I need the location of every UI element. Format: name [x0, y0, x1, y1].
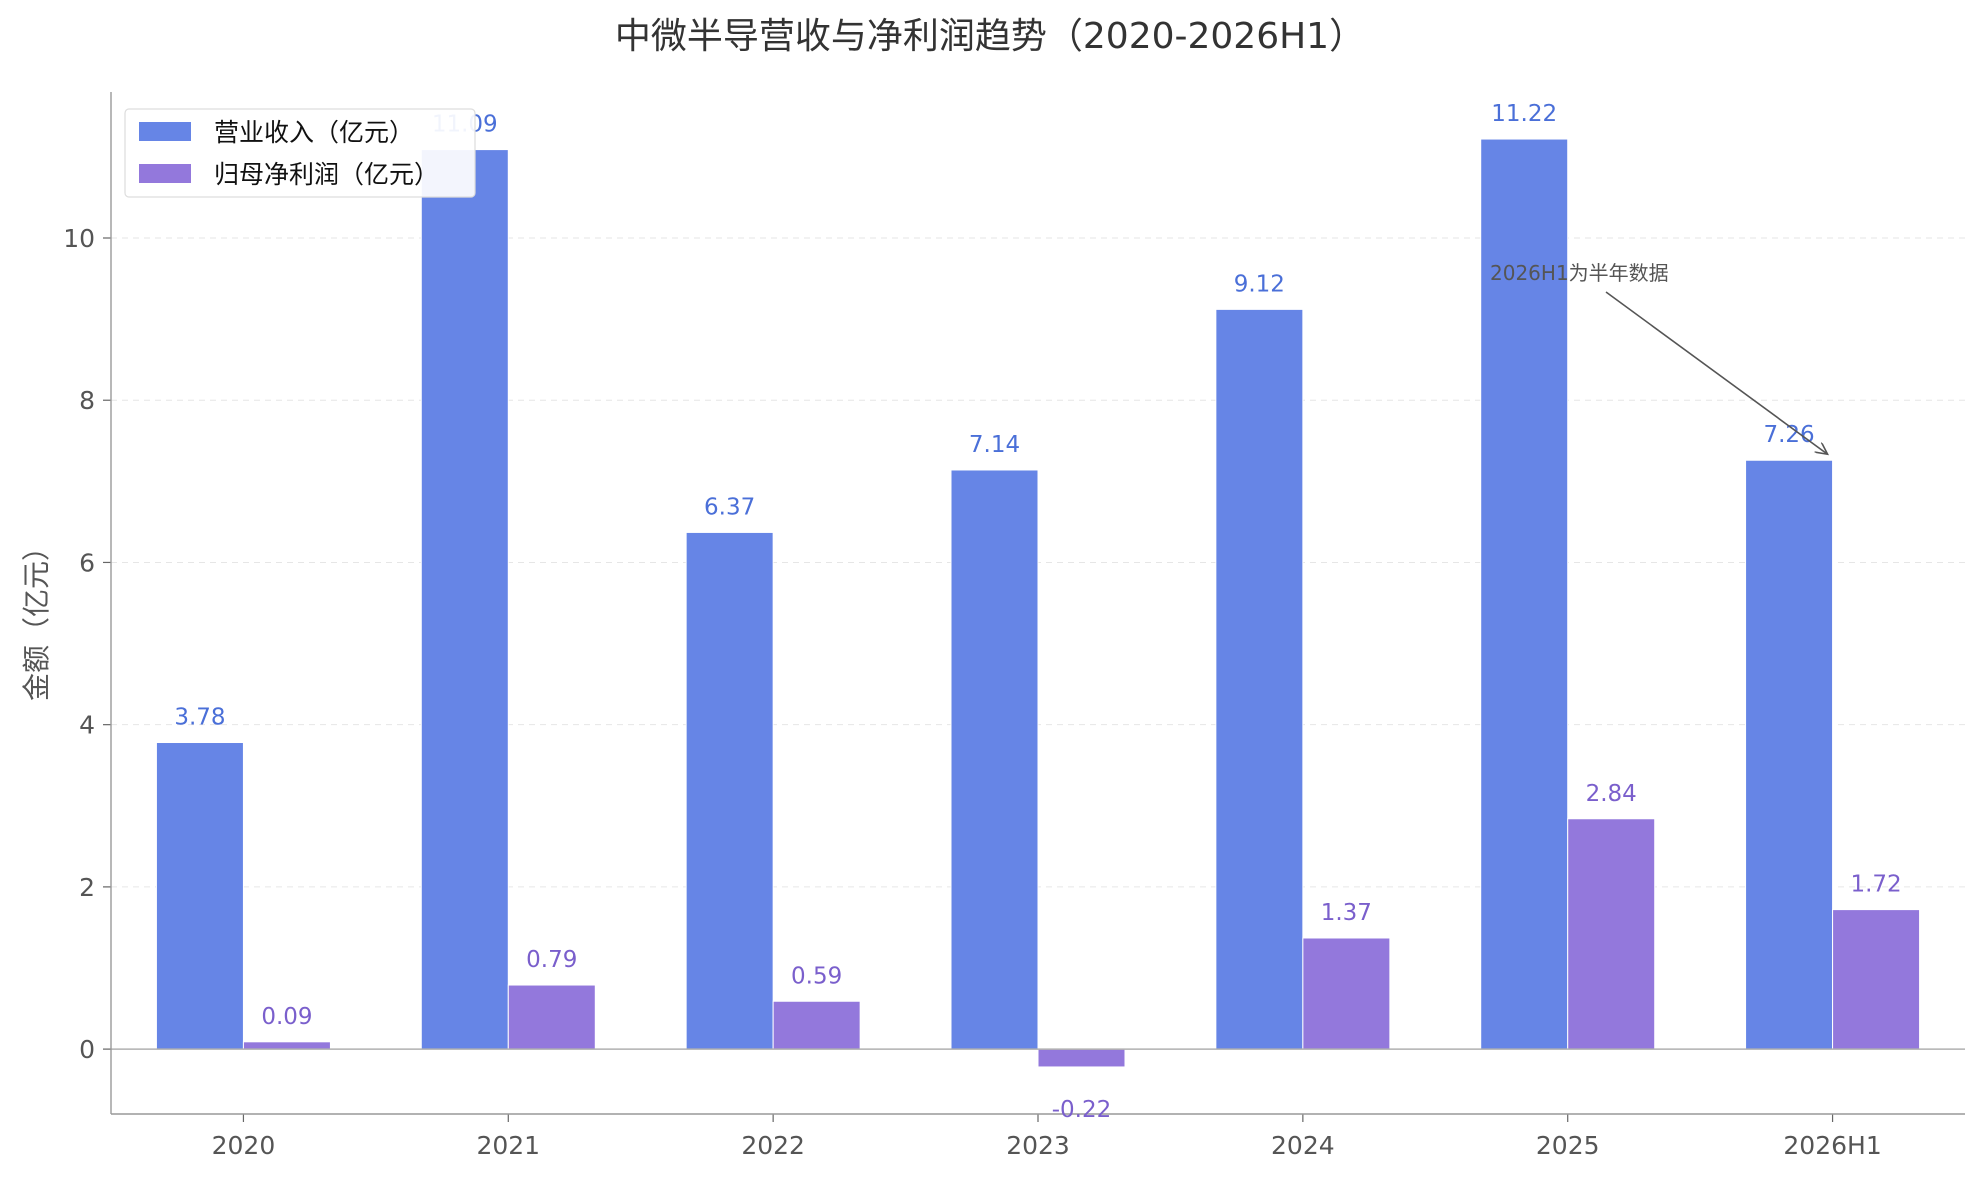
legend-label-net-profit: 归母净利润（亿元） [214, 160, 439, 189]
y-tick-label: 0 [79, 1035, 95, 1064]
value-labels: 3.780.0911.090.796.370.597.14-0.229.121.… [174, 101, 1901, 1123]
x-tick-label: 2022 [741, 1131, 805, 1160]
revenue-bar [1480, 138, 1569, 1050]
net-profit-bar [242, 1041, 331, 1050]
revenue-bar [155, 742, 244, 1050]
revenue-value-label: 7.14 [969, 432, 1020, 458]
legend-swatch-revenue [139, 122, 191, 141]
net-profit-value-label: 0.59 [791, 963, 842, 989]
revenue-value-label: 9.12 [1234, 271, 1285, 297]
y-tick-label: 2 [79, 873, 95, 902]
net-profit-value-label: 2.84 [1586, 781, 1637, 807]
revenue-bar [420, 149, 509, 1050]
net-profit-value-label: 1.37 [1321, 900, 1372, 926]
annotation: 2026H1为半年数据 [1490, 261, 1828, 454]
x-tick-label: 2021 [476, 1131, 540, 1160]
revenue-bar [1215, 308, 1304, 1050]
x-tick-label: 2020 [212, 1131, 276, 1160]
x-tick-label: 2023 [1006, 1131, 1070, 1160]
x-tick-label: 2024 [1271, 1131, 1335, 1160]
chart-title: 中微半导营收与净利润趋势（2020-2026H1） [615, 16, 1365, 57]
y-tick-label: 6 [79, 548, 95, 577]
y-tick-label: 4 [79, 711, 95, 740]
y-axis-label: 金额（亿元） [20, 533, 53, 701]
revenue-bar [685, 531, 774, 1050]
legend: 营业收入（亿元） 归母净利润（亿元） [124, 108, 476, 198]
net-profit-value-label: 1.72 [1850, 872, 1901, 898]
net-profit-value-label: -0.22 [1052, 1097, 1112, 1123]
annotation-arrow [1605, 291, 1828, 454]
net-profit-bar [1037, 1048, 1126, 1068]
net-profit-bar [507, 984, 596, 1050]
revenue-value-label: 11.22 [1491, 101, 1557, 127]
net-profit-value-label: 0.09 [261, 1004, 312, 1030]
x-tick-label: 2025 [1536, 1131, 1600, 1160]
y-tick-label: 10 [63, 224, 95, 253]
tick-labels: 0 2 4 6 8 10 2020 2021 2022 2023 2024 2025 2026H1 [63, 224, 1882, 1160]
revenue-bar [950, 469, 1039, 1050]
revenue-bar [1745, 459, 1834, 1050]
net-profit-bar [1302, 937, 1391, 1050]
legend-box [124, 108, 476, 198]
y-tick-label: 8 [79, 386, 95, 415]
revenue-value-label: 3.78 [174, 705, 225, 731]
x-tick-label: 2026H1 [1783, 1131, 1881, 1160]
annotation-text: 2026H1为半年数据 [1490, 261, 1669, 285]
legend-label-revenue: 营业收入（亿元） [214, 118, 414, 147]
net-profit-bar [772, 1000, 861, 1050]
net-profit-bar [1567, 818, 1656, 1050]
legend-swatch-net-profit [139, 164, 191, 183]
net-profit-bar [1832, 909, 1921, 1050]
axes [103, 92, 1965, 1122]
bars [155, 138, 1921, 1068]
net-profit-value-label: 0.79 [526, 947, 577, 973]
revenue-value-label: 6.37 [704, 494, 755, 520]
